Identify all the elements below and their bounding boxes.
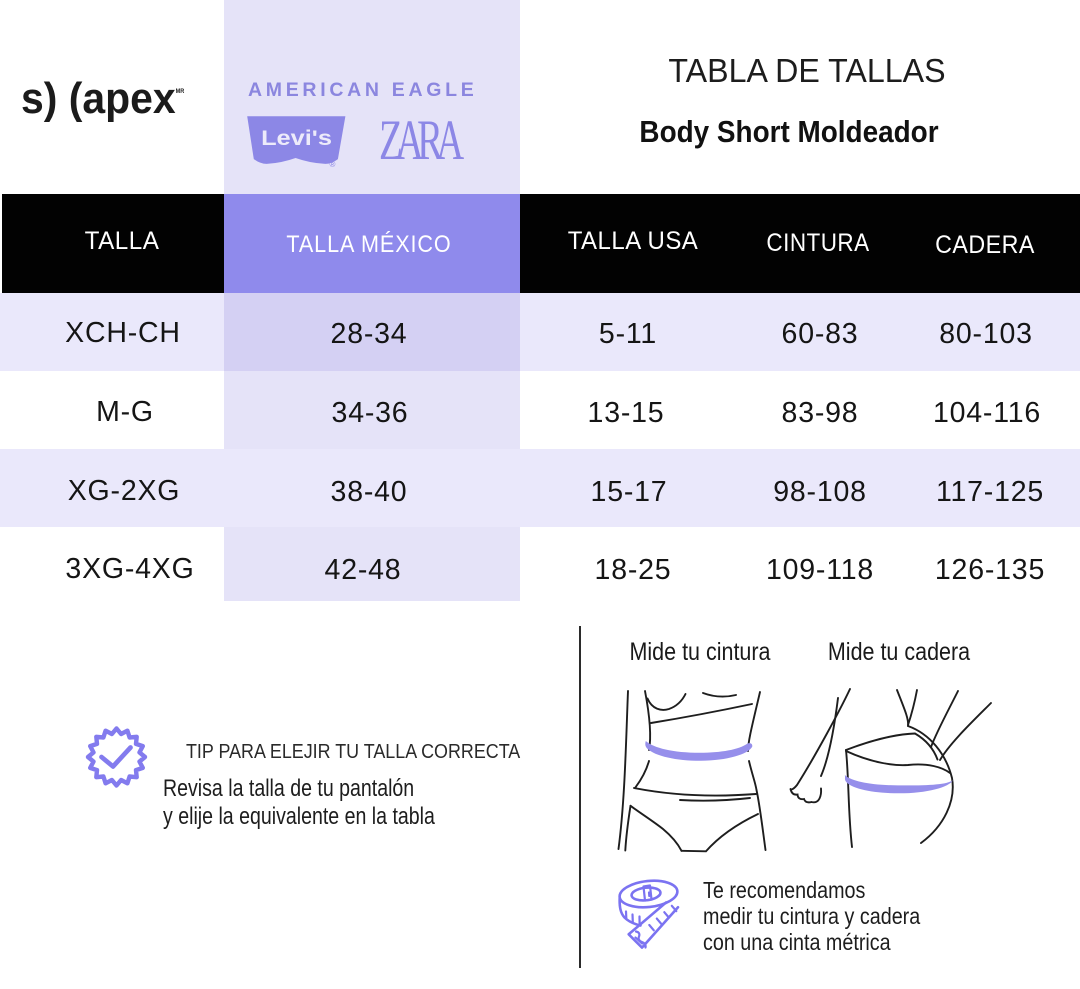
svg-text:Levi's: Levi's <box>261 126 332 150</box>
svg-text:®: ® <box>330 160 336 169</box>
